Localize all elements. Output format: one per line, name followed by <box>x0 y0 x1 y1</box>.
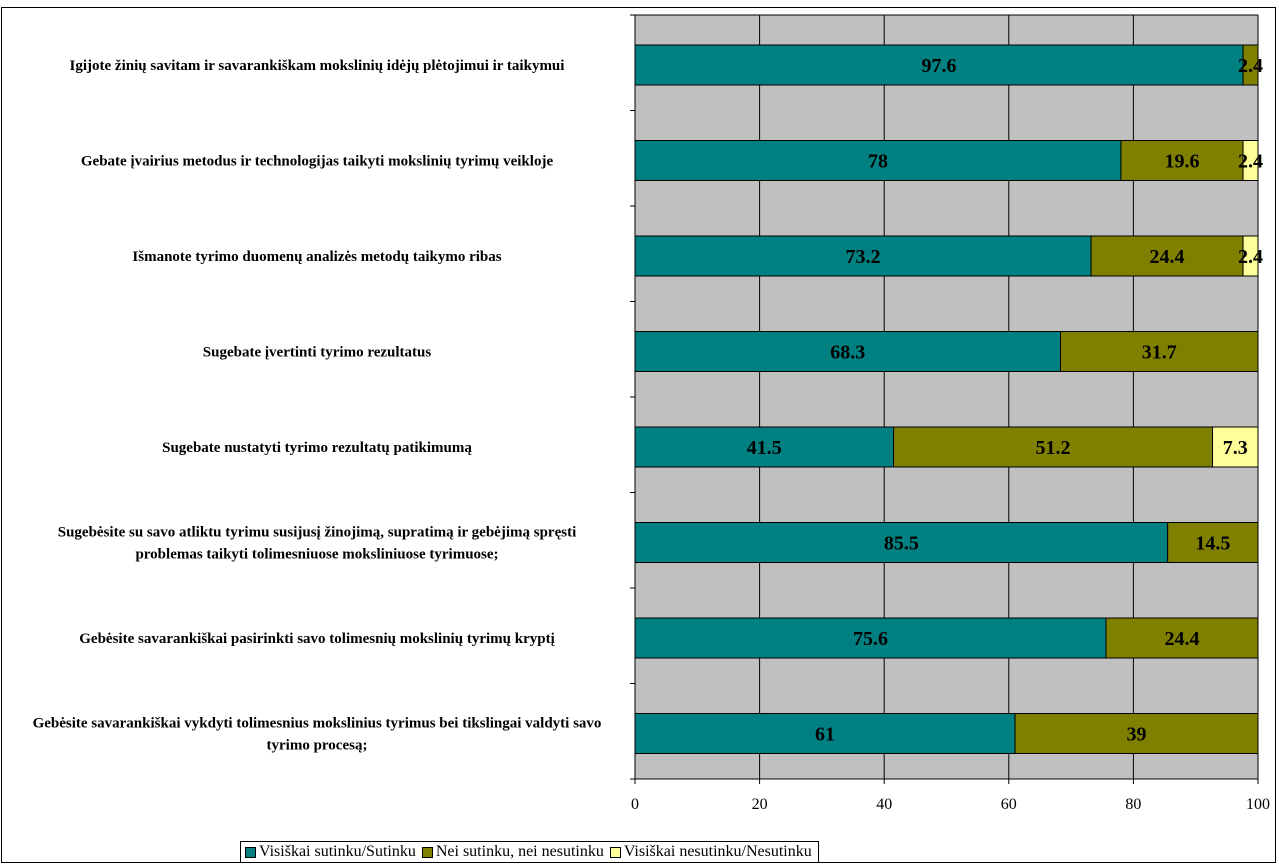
legend-label-agree: Visiškai sutinku/Sutinku <box>259 843 416 860</box>
category-label-7-0: Gebėsite savarankiškai vykdyti tolimesni… <box>33 716 602 732</box>
legend-swatch-disagree <box>609 846 621 858</box>
plot-area <box>635 15 1258 779</box>
bar-4-2 <box>1212 426 1259 468</box>
bar-1-0 <box>634 140 1122 181</box>
category-label-3-0: Sugebate įvertinti tyrimo rezultatus <box>203 345 432 361</box>
data-label-2-0: 73.2 <box>846 246 881 268</box>
bar-5-0 <box>634 522 1169 563</box>
data-label-6-0: 75.6 <box>853 628 888 650</box>
bar-1-2 <box>1242 140 1259 181</box>
data-label-4-2: 7.3 <box>1223 437 1248 459</box>
category-label-5-0: Sugebėsite su savo atliktu tyrimu susiju… <box>58 525 577 541</box>
legend-label-neutral: Nei sutinku, nei nesutinku <box>435 843 604 860</box>
bar-2-0 <box>634 235 1092 277</box>
bar-5-1 <box>1167 522 1259 563</box>
data-label-4-1: 51.2 <box>1036 437 1071 459</box>
bar-0-0 <box>634 44 1244 86</box>
bar-0-1 <box>1242 44 1259 86</box>
data-label-7-1: 39 <box>1127 724 1147 746</box>
data-label-1-2: 2.4 <box>1238 151 1263 173</box>
x-tick-label-2: 40 <box>876 796 892 813</box>
bar-6-1 <box>1105 617 1259 659</box>
data-label-5-1: 14.5 <box>1195 533 1230 555</box>
x-tick-label-1: 20 <box>752 796 768 813</box>
category-label-4-0: Sugebate nustatyti tyrimo rezultatų pati… <box>162 440 472 456</box>
legend-swatch-agree <box>245 846 256 858</box>
data-label-0-1: 2.4 <box>1238 55 1263 77</box>
x-tick-label-3: 60 <box>1001 796 1017 813</box>
category-label-2-0: Išmanote tyrimo duomenų analizės metodų … <box>132 249 501 265</box>
category-label-0-0: Igijote žinių savitam ir savarankiškam m… <box>70 58 565 74</box>
legend-swatch-neutral <box>421 846 433 858</box>
data-label-7-0: 61 <box>815 724 835 746</box>
legend-item-neutral: Nei sutinku, nei nesutinku <box>421 843 604 861</box>
data-label-2-2: 2.4 <box>1238 246 1263 268</box>
category-label-7-1: tyrimo procesą; <box>267 738 368 754</box>
bar-1-1 <box>1120 140 1244 181</box>
x-tick-label-4: 80 <box>1125 796 1141 813</box>
bar-2-2 <box>1242 235 1259 277</box>
x-tick-label-0: 0 <box>631 796 639 813</box>
legend-item-agree: Visiškai sutinku/Sutinku <box>245 843 416 861</box>
x-tick-label-5: 100 <box>1246 796 1270 813</box>
data-label-6-1: 24.4 <box>1164 628 1199 650</box>
bar-3-1 <box>1060 331 1259 372</box>
data-label-0-0: 97.6 <box>922 55 957 77</box>
data-label-2-1: 24.4 <box>1150 246 1185 268</box>
legend-label-disagree: Visiškai nesutinku/Nesutinku <box>623 843 812 860</box>
bar-7-1 <box>1014 713 1259 754</box>
data-label-3-0: 68.3 <box>830 342 865 364</box>
data-label-5-0: 85.5 <box>884 533 919 555</box>
data-label-4-0: 41.5 <box>747 437 782 459</box>
legend-item-disagree: Visiškai nesutinku/Nesutinku <box>609 843 812 861</box>
legend: Visiškai sutinku/Sutinku Nei sutinku, ne… <box>240 841 819 863</box>
bar-2-1 <box>1090 235 1244 277</box>
data-label-1-0: 78 <box>868 151 888 173</box>
category-label-6-0: Gebėsite savarankiškai pasirinkti savo t… <box>79 631 554 647</box>
bar-3-0 <box>634 331 1062 372</box>
category-label-5-1: problemas taikyti tolimesniuose mokslini… <box>135 547 498 563</box>
data-label-3-1: 31.7 <box>1142 342 1177 364</box>
data-label-1-1: 19.6 <box>1164 151 1199 173</box>
category-label-1-0: Gebate įvairius metodus ir technologijas… <box>81 154 554 170</box>
